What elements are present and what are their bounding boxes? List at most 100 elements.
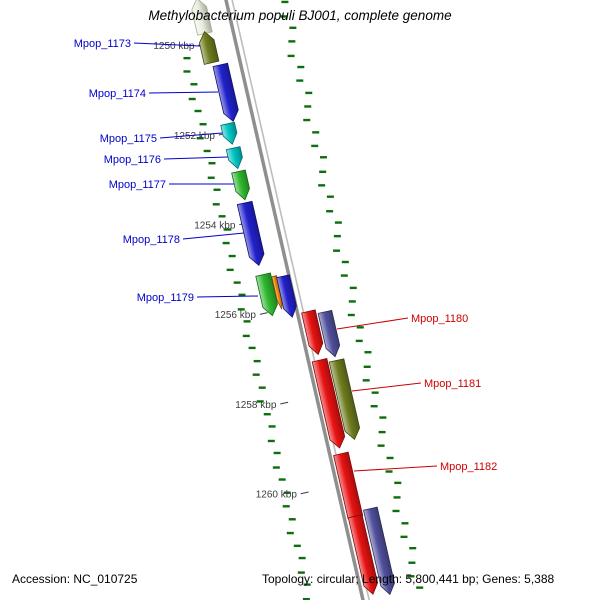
feature-dash (296, 79, 304, 82)
gene-arrow-Mpop_1180[interactable] (301, 309, 324, 356)
feature-dash (212, 203, 220, 206)
feature-dash (256, 400, 264, 403)
gene-label-leader (159, 132, 223, 139)
feature-dash (183, 70, 191, 73)
feature-dash (289, 26, 297, 30)
feature-dash (267, 439, 275, 443)
gene-label-leader (182, 232, 245, 240)
feature-dash (407, 575, 415, 578)
feature-dash (326, 210, 334, 213)
gene-arrow-Mpop_1174[interactable] (212, 62, 239, 123)
feature-dash (416, 586, 424, 589)
feature-dash (272, 466, 280, 469)
feature-dash (333, 234, 341, 238)
gene-arrow-Mpop_1173[interactable] (198, 30, 220, 65)
feature-dash (371, 391, 379, 394)
gene-label-Mpop_1174[interactable]: Mpop_1174 (89, 88, 146, 100)
feature-dash (287, 54, 295, 58)
gene-arrow-Mpop_1177[interactable] (231, 169, 250, 201)
feature-dash (297, 571, 305, 574)
feature-dash (243, 320, 251, 323)
gene-arrow-Mpop_1178[interactable] (236, 200, 265, 266)
feature-dash (213, 188, 221, 191)
feature-dash (283, 491, 291, 494)
feature-dash (203, 149, 211, 153)
feature-dash (393, 496, 401, 499)
feature-dash (305, 91, 313, 95)
feature-dash (228, 254, 236, 258)
ruler-tick-label: 1250 kbp (153, 41, 195, 52)
feature-dash (355, 339, 363, 343)
feature-dash (222, 241, 230, 245)
gene-label-Mpop_1182[interactable]: Mpop_1182 (440, 461, 497, 473)
ruler-tick-label: 1252 kbp (174, 131, 216, 142)
gene-label-leader (163, 156, 229, 160)
gene-arrow-Mpop_1179[interactable] (255, 272, 278, 317)
feature-dash (218, 215, 226, 218)
feature-dash (347, 313, 355, 317)
feature-dash (356, 326, 364, 329)
feature-dash (258, 386, 266, 389)
feature-dash (207, 176, 215, 179)
feature-dash (297, 65, 305, 69)
feature-dash (379, 416, 387, 419)
status-accession: Accession: NC_010725 (12, 572, 138, 586)
gene-arrow-Mpop_1175[interactable] (220, 121, 238, 145)
ruler-tick (259, 312, 268, 315)
feature-dash (348, 300, 356, 303)
feature-dash (288, 518, 296, 521)
feature-dash (394, 481, 402, 485)
gene-label-Mpop_1179[interactable]: Mpop_1179 (137, 292, 194, 304)
feature-dash (401, 522, 409, 525)
feature-dash (280, 15, 288, 18)
gene-arrow-blue-gene-after-1179[interactable] (276, 274, 297, 318)
feature-dash (273, 451, 281, 455)
feature-dash (281, 0, 289, 4)
feature-dash (253, 359, 261, 363)
gene-arrow-orange-gene[interactable] (271, 275, 283, 310)
gene-arrow-slate-gene-1180[interactable] (317, 309, 341, 358)
gene-label-leader (196, 295, 259, 298)
gene-arrow-red-gene-bottom[interactable] (347, 514, 379, 595)
feature-dash (286, 531, 294, 535)
gene-label-Mpop_1177[interactable]: Mpop_1177 (109, 179, 166, 191)
gene-arrow-partial-top[interactable] (191, 0, 213, 36)
gene-label-Mpop_1178[interactable]: Mpop_1178 (123, 234, 180, 246)
gene-arrow-Mpop_1181[interactable] (328, 358, 361, 441)
feature-dash (326, 195, 334, 198)
feature-dash (377, 444, 385, 447)
ruler-tick-label: 1256 kbp (215, 310, 257, 321)
feature-dash (248, 346, 256, 350)
feature-dash (194, 109, 202, 113)
gene-arrow-Mpop_1176[interactable] (225, 146, 243, 170)
gene-arrow-red-gene-1181[interactable] (311, 358, 346, 449)
gene-label-Mpop_1180[interactable]: Mpop_1180 (411, 313, 468, 325)
feature-dash (392, 509, 400, 513)
ruler-tick-label: 1254 kbp (194, 221, 236, 232)
gene-label-Mpop_1181[interactable]: Mpop_1181 (424, 378, 481, 390)
ruler-tick (300, 491, 309, 495)
ruler-tick-label: 1258 kbp (235, 400, 277, 411)
feature-dash (233, 281, 241, 284)
feature-dash (334, 221, 342, 224)
feature-dash (293, 544, 301, 548)
feature-dash (303, 583, 311, 586)
feature-dash (304, 105, 312, 108)
gene-arrow-slate-gene-bottom[interactable] (363, 506, 395, 596)
map-title: Methylobacterium populi BJ001, complete … (148, 8, 452, 23)
feature-dash (199, 123, 207, 126)
feature-dash (252, 373, 260, 376)
ruler-tick (280, 401, 289, 405)
feature-dash (242, 334, 250, 338)
gene-label-Mpop_1175[interactable]: Mpop_1175 (100, 133, 157, 145)
gene-label-Mpop_1173[interactable]: Mpop_1173 (74, 38, 131, 50)
feature-dash (333, 249, 341, 252)
feature-dash (298, 556, 306, 560)
gene-label-leader (148, 91, 219, 94)
feature-dash (311, 144, 319, 148)
ruler-tick-label: 1260 kbp (256, 490, 298, 501)
feature-dash (319, 170, 327, 173)
gene-label-Mpop_1176[interactable]: Mpop_1176 (104, 154, 161, 166)
